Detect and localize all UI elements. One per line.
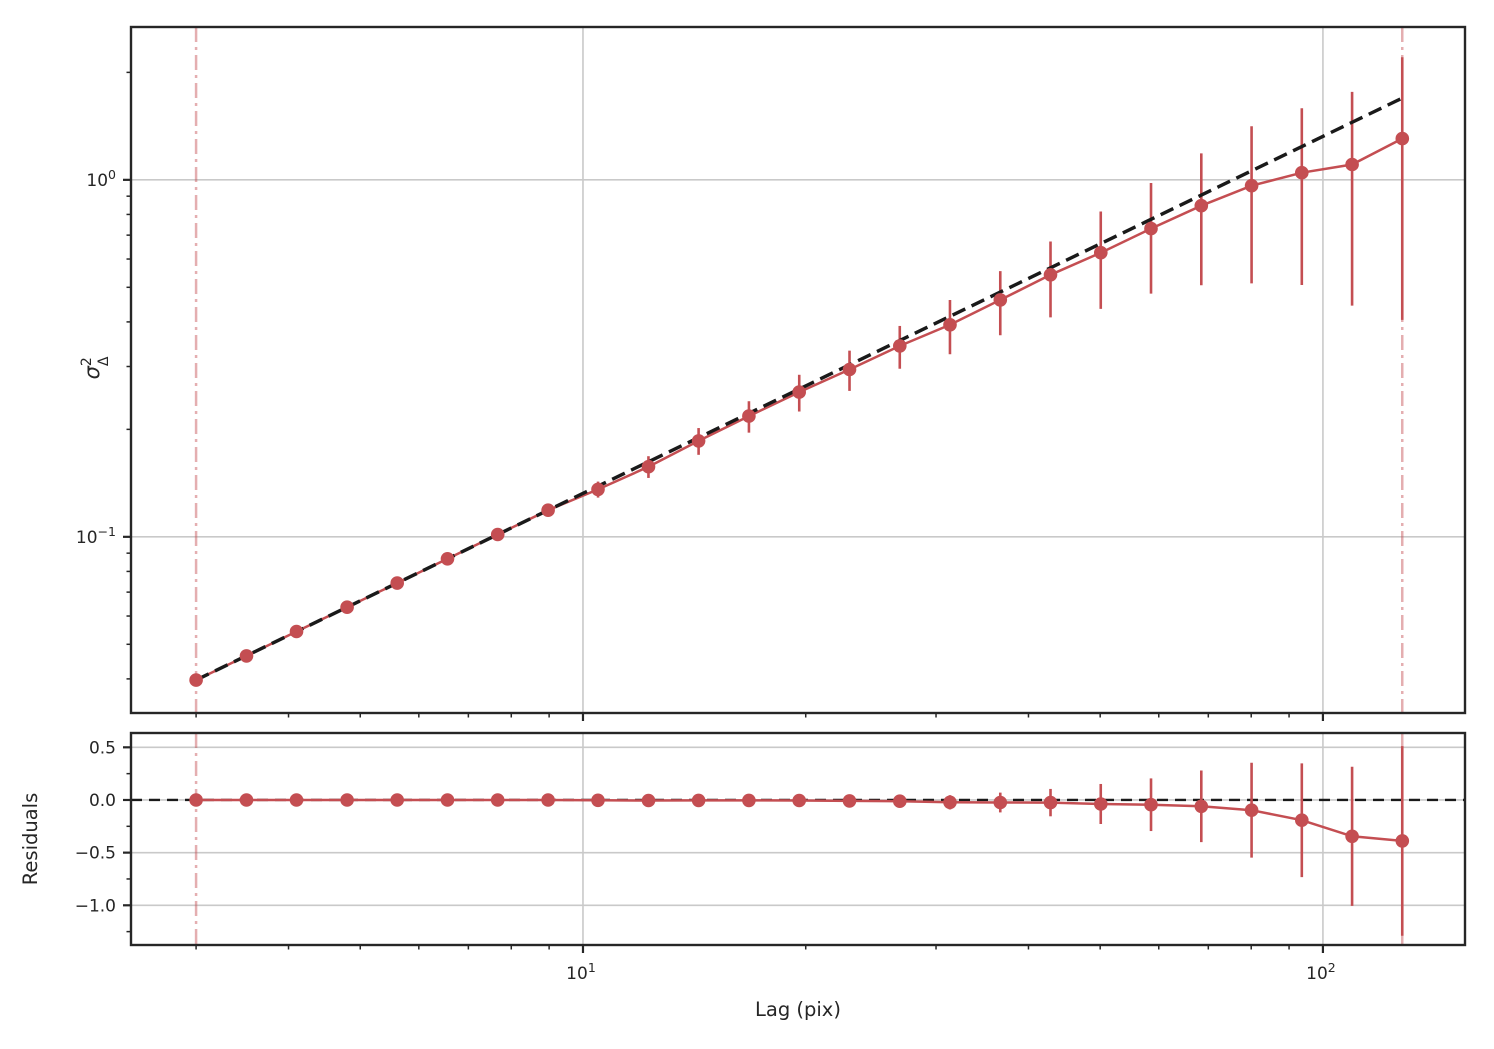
y-axis-label-sigma: σ2Δ [79, 356, 112, 379]
residual-data-point [440, 793, 455, 807]
residual-data-point [541, 793, 555, 807]
bottom-panel-spines [129, 731, 1467, 947]
residual-data-point [1345, 829, 1359, 844]
variance-data-point [440, 552, 455, 566]
variance-data-point [641, 459, 656, 474]
variance-data-point [340, 600, 354, 614]
residual-data-point [1295, 813, 1309, 827]
variance-data-point [742, 409, 756, 423]
residual-data-point [641, 793, 656, 808]
axes [123, 25, 1467, 953]
y-tick-label: 0.0 [89, 791, 116, 811]
variance-data-point [1144, 221, 1158, 236]
variance-data-point [792, 385, 806, 399]
residual-data-point [289, 793, 304, 807]
variance-data-point [1345, 157, 1359, 172]
residual-data-point [691, 793, 706, 808]
y-tick-label: −1.0 [75, 896, 116, 916]
top-panel-spines [129, 25, 1467, 715]
y-tick-label: −0.5 [75, 844, 116, 864]
x-tick-label: 102 [1306, 960, 1336, 984]
x-tick-label: 101 [566, 960, 596, 984]
variance-data-point [993, 293, 1008, 307]
residual-data-point [742, 793, 756, 808]
residual-data-point [189, 793, 203, 807]
variance-data-point [893, 339, 907, 353]
variance-data-point [691, 434, 706, 448]
labels: 101 102 100 10−1 0.5 0.0 −0.5 −1.0 Lag (pix) Resi… [19, 167, 1336, 1021]
residual-data-point [893, 794, 907, 808]
residual-data-point [1194, 799, 1209, 814]
variance-data-point [289, 624, 304, 639]
variance-data-point [541, 503, 555, 517]
residual-data-point [1043, 795, 1058, 810]
gridlines [131, 27, 1465, 945]
y-axis-label-residuals: Residuals [19, 793, 42, 886]
variance-data-point [490, 527, 505, 542]
variance-data-point [1244, 178, 1259, 193]
variance-data-point [842, 362, 857, 377]
variance-data-point [189, 673, 203, 687]
variance-data-point [239, 649, 254, 663]
variance-data-point [1194, 198, 1209, 213]
y-tick-label: 0.5 [89, 738, 116, 758]
y-tick-label: 10−1 [76, 524, 116, 548]
variance-data-point [943, 318, 957, 332]
variance-data-point [1295, 165, 1309, 180]
data-layers [131, 57, 1465, 936]
residual-data-point [1094, 797, 1108, 811]
variance-data-point [390, 576, 405, 590]
residual-data-point [340, 793, 354, 807]
residual-data-point [239, 793, 254, 807]
residual-data-point [591, 793, 605, 808]
residual-data-point [1244, 803, 1259, 817]
residual-data-point [1144, 797, 1158, 812]
variance-data-point [1094, 245, 1108, 260]
y-tick-label: 100 [86, 167, 116, 191]
residual-data-point [390, 793, 405, 807]
variance-data-point [1043, 268, 1058, 282]
residual-data-point [943, 795, 957, 810]
x-axis-label: Lag (pix) [755, 998, 841, 1021]
residual-data-point [993, 795, 1008, 810]
residual-data-point [490, 793, 505, 807]
variance-data-point [1395, 131, 1410, 146]
residual-data-point [842, 794, 857, 808]
residual-data-point [1395, 834, 1410, 848]
residual-data-point [792, 793, 806, 808]
variance-data-point [591, 482, 605, 497]
